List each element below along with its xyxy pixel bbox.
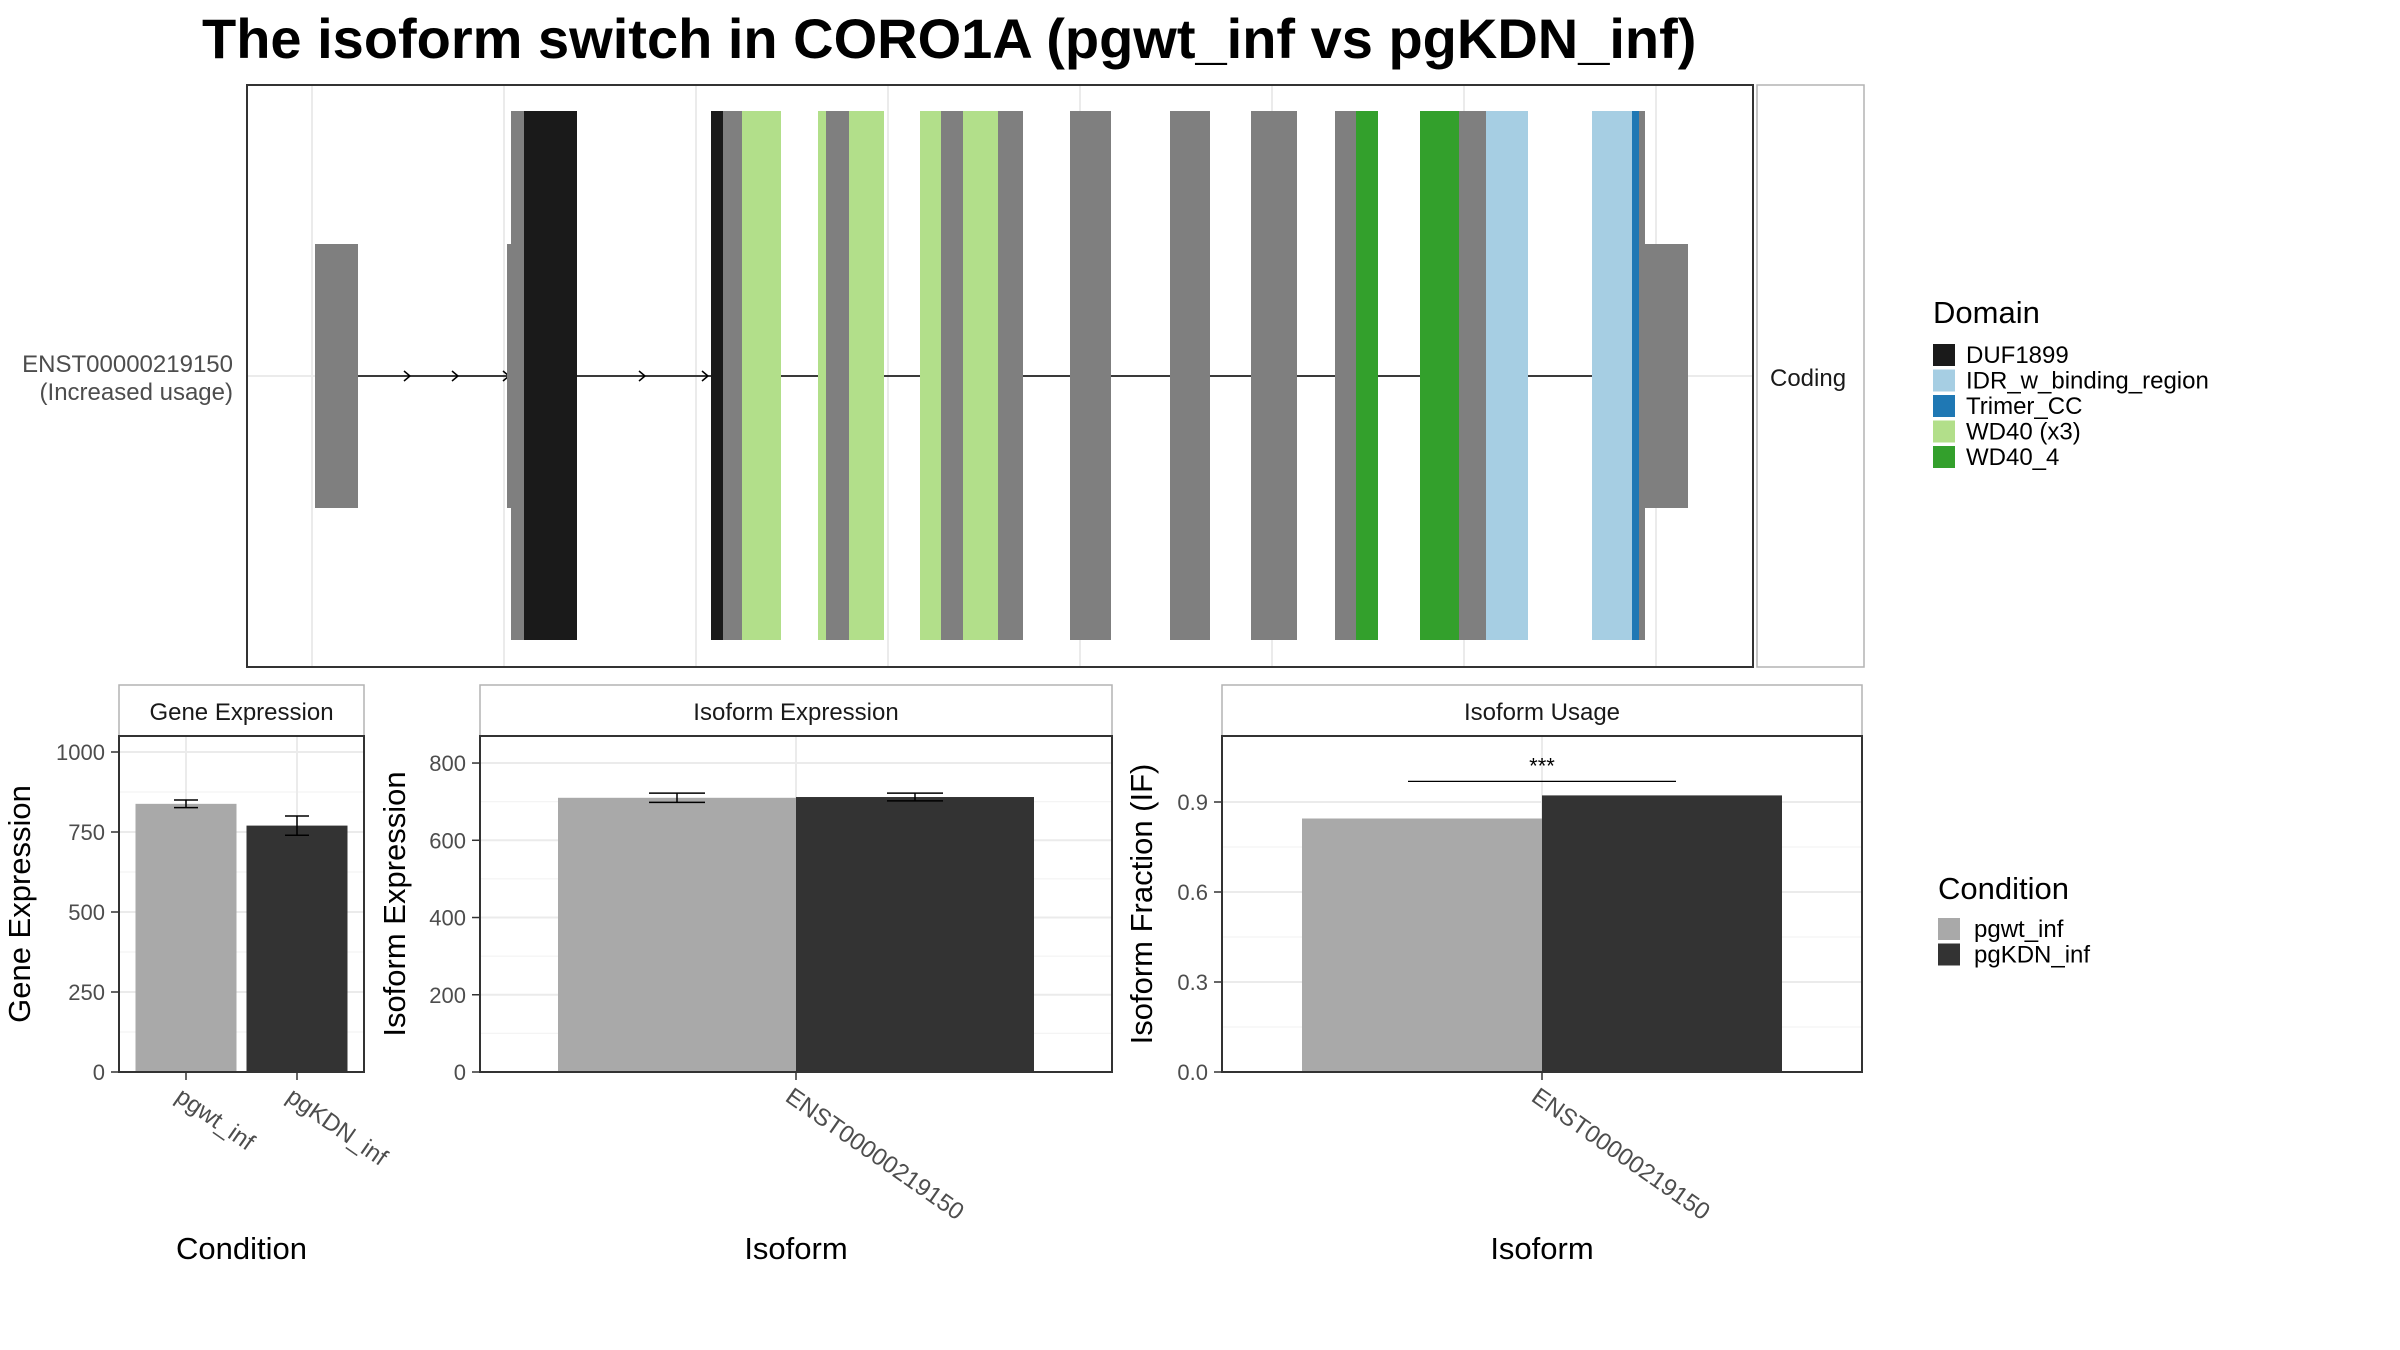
x-axis-title: Isoform xyxy=(744,1231,847,1266)
legend-key-WD40-4 xyxy=(1933,446,1955,468)
figure-title: The isoform switch in CORO1A (pgwt_inf v… xyxy=(202,7,1696,70)
y-tick-label: 500 xyxy=(68,900,105,925)
y-tick-label: 0 xyxy=(93,1060,105,1085)
error-bar xyxy=(285,815,309,836)
legend-label: IDR_w_binding_region xyxy=(1966,368,2209,395)
condition-legend-title: Condition xyxy=(1938,871,2069,906)
legend-label: DUF1899 xyxy=(1966,342,2069,369)
charts-layer: Gene Expression 0 250 500 750 1000 pgwt_inf pgK… xyxy=(2,684,1863,1266)
domain-DUF1899 xyxy=(711,111,723,640)
x-axis-title: Isoform xyxy=(1490,1231,1593,1266)
y-tick-label: 800 xyxy=(429,751,466,776)
chart-isoform-usage: Isoform Usage 0.0 0.3 0.6 0.9 *** ENST00000219… xyxy=(1124,684,1863,1266)
legend-label: pgKDN_inf xyxy=(1974,942,2090,969)
y-tick-label: 0.6 xyxy=(1177,880,1208,905)
coding-strip-label: Coding xyxy=(1770,365,1846,392)
error-bar xyxy=(649,792,705,804)
domain-WD40-4 xyxy=(1356,111,1378,640)
utr-block xyxy=(507,244,513,508)
bar-pgKDN_inf xyxy=(1542,795,1782,1072)
significance-label: *** xyxy=(1529,753,1555,778)
legend-key-pgwt_inf xyxy=(1938,918,1960,940)
bar-pgKDN_inf xyxy=(246,825,348,1072)
x-axis-title: Condition xyxy=(176,1231,307,1266)
coding-strip xyxy=(1756,84,1865,668)
domain-legend: Domain DUF1899IDR_w_binding_regionTrimer… xyxy=(1933,295,2209,471)
x-tick-label: ENST00000219150 xyxy=(781,1083,969,1226)
domain-WD40-x3 xyxy=(849,111,884,640)
legend-key-IDR-w-binding-region xyxy=(1933,369,1955,392)
legend-label: pgwt_inf xyxy=(1974,916,2064,943)
x-tick-label: pgwt_inf xyxy=(171,1083,260,1157)
isoform-structure-panel: ENST00000219150 (Increased usage) Coding xyxy=(22,84,1865,668)
legend-label: WD40_4 xyxy=(1966,444,2059,471)
domain-WD40-x3 xyxy=(818,111,826,640)
bar-pgwt_inf xyxy=(135,803,237,1072)
panel-strip-title: Isoform Usage xyxy=(1464,699,1620,726)
panel-strip xyxy=(479,684,1113,737)
chart-isoform-expression: Isoform Expression 0 200 400 600 800 ENST00000… xyxy=(377,684,1113,1266)
transcript-note: (Increased usage) xyxy=(40,379,233,406)
x-tick-label: pgKDN_inf xyxy=(282,1083,393,1172)
utr-5-block xyxy=(315,244,358,508)
y-tick-label: 200 xyxy=(429,983,466,1008)
legend-key-Trimer-CC xyxy=(1933,395,1955,417)
error-bar xyxy=(887,792,943,802)
panel-border xyxy=(118,735,365,1073)
legend-key-DUF1899 xyxy=(1933,344,1955,366)
utr-3-block xyxy=(1643,244,1688,508)
domain-IDR xyxy=(1486,111,1528,640)
domain-WD40-x3 xyxy=(920,111,941,640)
bar-pgKDN_inf xyxy=(796,797,1034,1072)
chart-gene-expression: Gene Expression 0 250 500 750 1000 pgwt_inf pgK… xyxy=(2,684,393,1266)
error-bar xyxy=(174,799,198,809)
y-tick-label: 0 xyxy=(454,1060,466,1085)
domain-blocks xyxy=(524,111,1639,640)
y-tick-label: 600 xyxy=(429,828,466,853)
y-tick-label: 250 xyxy=(68,980,105,1005)
transcript-label: ENST00000219150 xyxy=(22,351,233,378)
y-tick-label: 400 xyxy=(429,906,466,931)
domain-legend-title: Domain xyxy=(1933,295,2040,330)
domain-Trimer-CC xyxy=(1632,111,1639,640)
bar-pgwt_inf xyxy=(1302,818,1542,1072)
panel-strip-title: Isoform Expression xyxy=(693,699,898,726)
y-axis-title: Isoform Fraction (IF) xyxy=(1124,764,1159,1045)
domain-WD40-x3 xyxy=(742,111,781,640)
panel-strip-title: Gene Expression xyxy=(149,699,333,726)
y-axis-title: Gene Expression xyxy=(2,785,37,1023)
y-tick-label: 750 xyxy=(68,820,105,845)
y-tick-label: 0.0 xyxy=(1177,1060,1208,1085)
domain-WD40-x3 xyxy=(963,111,998,640)
domain-DUF1899 xyxy=(524,111,577,640)
legend-label: Trimer_CC xyxy=(1966,393,2082,420)
domain-WD40-4 xyxy=(1420,111,1459,640)
x-tick-label: ENST00000219150 xyxy=(1527,1083,1715,1226)
legend-key-WD40-x3- xyxy=(1933,420,1955,443)
legend-key-pgKDN_inf xyxy=(1938,943,1960,966)
y-tick-label: 0.9 xyxy=(1177,790,1208,815)
y-tick-label: 1000 xyxy=(56,740,105,765)
y-tick-label: 0.3 xyxy=(1177,970,1208,995)
bar-pgwt_inf xyxy=(558,797,796,1072)
legend-label: WD40 (x3) xyxy=(1966,419,2081,446)
y-axis-title: Isoform Expression xyxy=(377,771,412,1036)
panel-strip xyxy=(1221,684,1863,737)
domain-IDR xyxy=(1592,111,1632,640)
